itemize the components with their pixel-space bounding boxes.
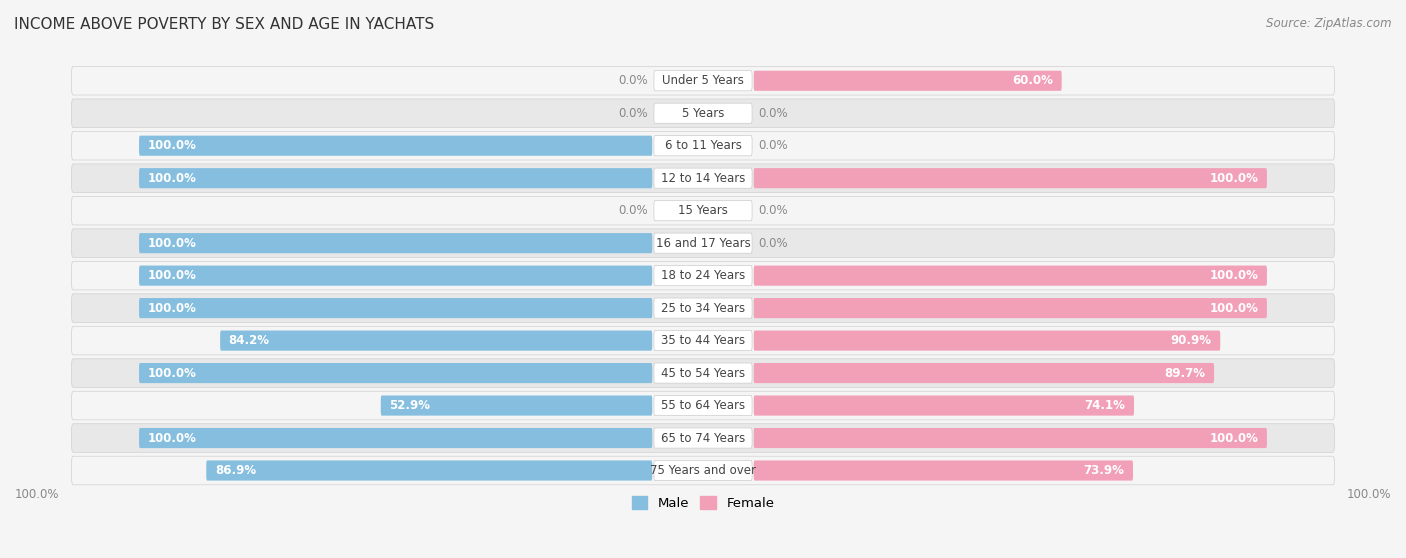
FancyBboxPatch shape bbox=[654, 233, 752, 253]
Text: 6 to 11 Years: 6 to 11 Years bbox=[665, 139, 741, 152]
FancyBboxPatch shape bbox=[139, 298, 652, 318]
Text: 100.0%: 100.0% bbox=[148, 367, 197, 379]
Text: 100.0%: 100.0% bbox=[1209, 302, 1258, 315]
Text: 100.0%: 100.0% bbox=[148, 269, 197, 282]
Text: 100.0%: 100.0% bbox=[15, 488, 59, 501]
FancyBboxPatch shape bbox=[72, 132, 1334, 160]
Text: Under 5 Years: Under 5 Years bbox=[662, 74, 744, 87]
Text: 84.2%: 84.2% bbox=[229, 334, 270, 347]
FancyBboxPatch shape bbox=[754, 363, 1213, 383]
Text: 100.0%: 100.0% bbox=[148, 431, 197, 445]
Text: 86.9%: 86.9% bbox=[215, 464, 256, 477]
FancyBboxPatch shape bbox=[72, 294, 1334, 323]
FancyBboxPatch shape bbox=[654, 266, 752, 286]
FancyBboxPatch shape bbox=[654, 168, 752, 188]
FancyBboxPatch shape bbox=[754, 266, 1267, 286]
Text: 0.0%: 0.0% bbox=[758, 204, 787, 217]
Text: 35 to 44 Years: 35 to 44 Years bbox=[661, 334, 745, 347]
Text: 89.7%: 89.7% bbox=[1164, 367, 1205, 379]
Text: 0.0%: 0.0% bbox=[758, 237, 787, 249]
FancyBboxPatch shape bbox=[654, 330, 752, 350]
FancyBboxPatch shape bbox=[654, 103, 752, 123]
FancyBboxPatch shape bbox=[139, 168, 652, 188]
FancyBboxPatch shape bbox=[754, 460, 1133, 480]
Text: 52.9%: 52.9% bbox=[389, 399, 430, 412]
FancyBboxPatch shape bbox=[139, 363, 652, 383]
FancyBboxPatch shape bbox=[221, 330, 652, 350]
FancyBboxPatch shape bbox=[654, 298, 752, 318]
FancyBboxPatch shape bbox=[72, 261, 1334, 290]
FancyBboxPatch shape bbox=[139, 136, 652, 156]
FancyBboxPatch shape bbox=[654, 428, 752, 448]
Legend: Male, Female: Male, Female bbox=[626, 490, 780, 515]
FancyBboxPatch shape bbox=[139, 233, 652, 253]
Text: 74.1%: 74.1% bbox=[1084, 399, 1126, 412]
FancyBboxPatch shape bbox=[654, 136, 752, 156]
Text: 100.0%: 100.0% bbox=[1347, 488, 1391, 501]
Text: 18 to 24 Years: 18 to 24 Years bbox=[661, 269, 745, 282]
FancyBboxPatch shape bbox=[654, 396, 752, 416]
Text: 100.0%: 100.0% bbox=[1209, 269, 1258, 282]
FancyBboxPatch shape bbox=[72, 99, 1334, 128]
FancyBboxPatch shape bbox=[72, 66, 1334, 95]
FancyBboxPatch shape bbox=[72, 164, 1334, 193]
Text: 100.0%: 100.0% bbox=[148, 237, 197, 249]
FancyBboxPatch shape bbox=[72, 424, 1334, 453]
Text: 5 Years: 5 Years bbox=[682, 107, 724, 120]
FancyBboxPatch shape bbox=[754, 396, 1135, 416]
FancyBboxPatch shape bbox=[72, 326, 1334, 355]
FancyBboxPatch shape bbox=[72, 229, 1334, 257]
Text: 16 and 17 Years: 16 and 17 Years bbox=[655, 237, 751, 249]
Text: 90.9%: 90.9% bbox=[1171, 334, 1212, 347]
Text: Source: ZipAtlas.com: Source: ZipAtlas.com bbox=[1267, 17, 1392, 30]
Text: 75 Years and over: 75 Years and over bbox=[650, 464, 756, 477]
Text: 15 Years: 15 Years bbox=[678, 204, 728, 217]
FancyBboxPatch shape bbox=[754, 168, 1267, 188]
FancyBboxPatch shape bbox=[754, 330, 1220, 350]
FancyBboxPatch shape bbox=[654, 201, 752, 221]
Text: 45 to 54 Years: 45 to 54 Years bbox=[661, 367, 745, 379]
Text: 12 to 14 Years: 12 to 14 Years bbox=[661, 172, 745, 185]
FancyBboxPatch shape bbox=[72, 456, 1334, 485]
FancyBboxPatch shape bbox=[381, 396, 652, 416]
Text: 100.0%: 100.0% bbox=[1209, 431, 1258, 445]
FancyBboxPatch shape bbox=[654, 71, 752, 91]
FancyBboxPatch shape bbox=[72, 391, 1334, 420]
FancyBboxPatch shape bbox=[654, 460, 752, 480]
FancyBboxPatch shape bbox=[139, 266, 652, 286]
Text: 100.0%: 100.0% bbox=[148, 172, 197, 185]
Text: 0.0%: 0.0% bbox=[619, 74, 648, 87]
FancyBboxPatch shape bbox=[754, 428, 1267, 448]
Text: 100.0%: 100.0% bbox=[148, 302, 197, 315]
FancyBboxPatch shape bbox=[207, 460, 652, 480]
Text: INCOME ABOVE POVERTY BY SEX AND AGE IN YACHATS: INCOME ABOVE POVERTY BY SEX AND AGE IN Y… bbox=[14, 17, 434, 32]
Text: 55 to 64 Years: 55 to 64 Years bbox=[661, 399, 745, 412]
Text: 0.0%: 0.0% bbox=[758, 107, 787, 120]
Text: 73.9%: 73.9% bbox=[1084, 464, 1125, 477]
Text: 0.0%: 0.0% bbox=[619, 204, 648, 217]
FancyBboxPatch shape bbox=[139, 428, 652, 448]
Text: 25 to 34 Years: 25 to 34 Years bbox=[661, 302, 745, 315]
Text: 100.0%: 100.0% bbox=[1209, 172, 1258, 185]
FancyBboxPatch shape bbox=[72, 196, 1334, 225]
FancyBboxPatch shape bbox=[754, 71, 1062, 91]
Text: 0.0%: 0.0% bbox=[619, 107, 648, 120]
Text: 100.0%: 100.0% bbox=[148, 139, 197, 152]
FancyBboxPatch shape bbox=[754, 298, 1267, 318]
FancyBboxPatch shape bbox=[72, 359, 1334, 387]
Text: 65 to 74 Years: 65 to 74 Years bbox=[661, 431, 745, 445]
FancyBboxPatch shape bbox=[654, 363, 752, 383]
Text: 60.0%: 60.0% bbox=[1012, 74, 1053, 87]
Text: 0.0%: 0.0% bbox=[758, 139, 787, 152]
